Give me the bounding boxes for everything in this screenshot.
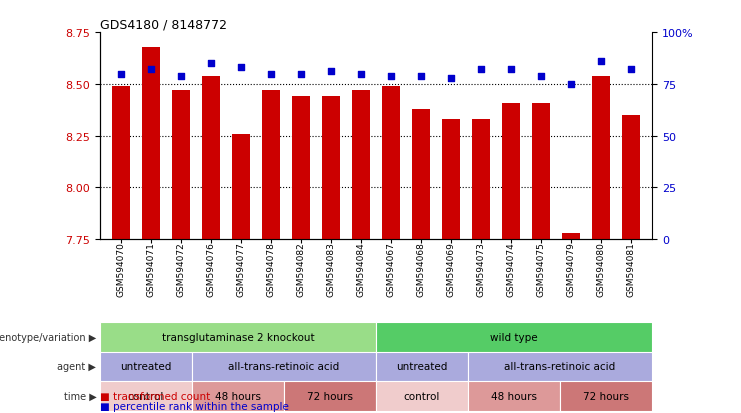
Text: GSM594073: GSM594073 <box>476 242 485 297</box>
Text: GSM594075: GSM594075 <box>536 242 545 297</box>
Bar <box>622 116 640 240</box>
Text: GSM594076: GSM594076 <box>207 242 216 297</box>
Point <box>595 59 607 65</box>
Text: control: control <box>404 391 440 401</box>
Text: GSM594081: GSM594081 <box>627 242 636 297</box>
Text: GSM594071: GSM594071 <box>147 242 156 297</box>
Point <box>295 71 307 78</box>
Text: GSM594072: GSM594072 <box>176 242 185 297</box>
Point <box>325 69 337 76</box>
Text: all-trans-retinoic acid: all-trans-retinoic acid <box>505 361 616 372</box>
Bar <box>262 91 280 240</box>
Text: GSM594068: GSM594068 <box>416 242 425 297</box>
Point <box>175 73 187 80</box>
Bar <box>100 322 376 352</box>
Text: GDS4180 / 8148772: GDS4180 / 8148772 <box>100 19 227 32</box>
Bar <box>172 91 190 240</box>
Bar <box>100 381 192 411</box>
Point <box>505 67 517 74</box>
Bar <box>468 352 652 381</box>
Text: ■ transformed count: ■ transformed count <box>100 391 210 401</box>
Point <box>115 71 127 78</box>
Text: GSM594070: GSM594070 <box>116 242 125 297</box>
Bar <box>376 322 652 352</box>
Text: GSM594084: GSM594084 <box>356 242 365 297</box>
Point <box>385 73 397 80</box>
Text: genotype/variation ▶: genotype/variation ▶ <box>0 332 96 342</box>
Text: GSM594080: GSM594080 <box>597 242 605 297</box>
Text: GSM594067: GSM594067 <box>387 242 396 297</box>
Text: GSM594077: GSM594077 <box>236 242 245 297</box>
Bar <box>442 120 460 240</box>
Text: agent ▶: agent ▶ <box>58 361 96 372</box>
Text: 72 hours: 72 hours <box>583 391 629 401</box>
Bar <box>322 97 340 240</box>
Bar <box>284 381 376 411</box>
Point <box>625 67 637 74</box>
Point <box>475 67 487 74</box>
Bar <box>502 103 520 240</box>
Text: untreated: untreated <box>120 361 172 372</box>
Bar <box>560 381 652 411</box>
Text: time ▶: time ▶ <box>64 391 96 401</box>
Text: ■ percentile rank within the sample: ■ percentile rank within the sample <box>100 401 289 411</box>
Bar <box>100 352 192 381</box>
Text: control: control <box>128 391 165 401</box>
Text: GSM594079: GSM594079 <box>567 242 576 297</box>
Point <box>445 75 457 82</box>
Point <box>265 71 277 78</box>
Bar <box>292 97 310 240</box>
Text: wild type: wild type <box>491 332 538 342</box>
Point <box>355 71 367 78</box>
Bar <box>376 352 468 381</box>
Point <box>565 81 577 88</box>
Text: GSM594082: GSM594082 <box>296 242 305 297</box>
Point <box>145 67 157 74</box>
Text: 48 hours: 48 hours <box>491 391 537 401</box>
Point <box>205 61 217 67</box>
Bar <box>468 381 560 411</box>
Text: all-trans-retinoic acid: all-trans-retinoic acid <box>228 361 339 372</box>
Text: GSM594074: GSM594074 <box>507 242 516 297</box>
Bar <box>202 76 220 240</box>
Text: GSM594083: GSM594083 <box>327 242 336 297</box>
Bar <box>112 87 130 240</box>
Bar <box>192 352 376 381</box>
Bar <box>232 134 250 240</box>
Bar <box>412 109 430 240</box>
Bar <box>472 120 490 240</box>
Text: GSM594069: GSM594069 <box>447 242 456 297</box>
Bar <box>382 87 400 240</box>
Bar <box>352 91 370 240</box>
Bar <box>592 76 610 240</box>
Bar <box>532 103 550 240</box>
Point <box>235 65 247 71</box>
Text: untreated: untreated <box>396 361 448 372</box>
Text: 48 hours: 48 hours <box>215 391 261 401</box>
Bar <box>142 47 160 240</box>
Bar <box>192 381 284 411</box>
Point <box>535 73 547 80</box>
Point <box>415 73 427 80</box>
Text: transglutaminase 2 knockout: transglutaminase 2 knockout <box>162 332 314 342</box>
Text: GSM594078: GSM594078 <box>267 242 276 297</box>
Bar <box>376 381 468 411</box>
Text: 72 hours: 72 hours <box>307 391 353 401</box>
Bar <box>562 233 580 240</box>
